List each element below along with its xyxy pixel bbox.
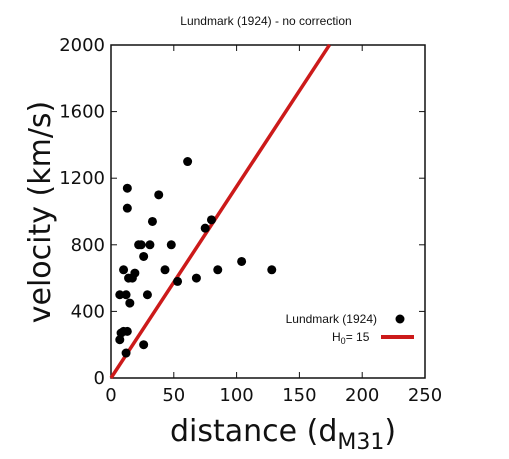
x-axis-label: distance (dM31) [170, 414, 396, 455]
data-point [115, 290, 125, 300]
legend-fit-h: H [332, 330, 341, 344]
data-point [206, 215, 216, 225]
x-axis-label-sub: M31 [337, 430, 384, 455]
data-point [183, 157, 193, 167]
data-point [147, 216, 157, 226]
data-point [267, 265, 277, 275]
data-point [122, 203, 132, 213]
data-point [160, 265, 170, 275]
data-points [115, 157, 277, 358]
x-axis-ticks: 0 50 100 150 200 250 [105, 45, 442, 406]
y-tick-label: 400 [71, 301, 105, 322]
y-tick-label: 800 [71, 235, 105, 256]
data-point [119, 265, 129, 275]
data-point [115, 335, 125, 345]
legend-series-marker [395, 314, 405, 324]
x-axis-label-close: ) [384, 414, 396, 449]
data-point [139, 340, 149, 350]
data-point [121, 290, 131, 300]
fit-line [109, 43, 332, 379]
x-tick-label: 200 [345, 385, 379, 406]
data-point [237, 256, 247, 266]
x-tick-label: 250 [408, 385, 442, 406]
legend-series-label: Lundmark (1924) [286, 312, 377, 326]
data-point [200, 223, 210, 233]
data-point [191, 273, 201, 283]
fit-line-layer [109, 43, 332, 379]
y-tick-label: 0 [94, 368, 105, 389]
x-tick-label: 50 [162, 385, 185, 406]
legend: Lundmark (1924) H0= 15 [286, 312, 414, 346]
legend-fit-value: = 15 [346, 330, 370, 344]
x-tick-label: 150 [282, 385, 316, 406]
y-axis-ticks: 0 400 800 1200 1600 2000 [59, 35, 425, 389]
data-point [130, 268, 140, 278]
x-tick-label: 0 [105, 385, 116, 406]
data-point [145, 240, 155, 250]
data-point [139, 251, 149, 261]
data-point [173, 276, 183, 286]
data-point [142, 290, 152, 300]
legend-fit-label: H0= 15 [332, 330, 370, 346]
y-tick-label: 2000 [59, 35, 105, 56]
data-point [136, 240, 146, 250]
x-tick-label: 100 [219, 385, 253, 406]
y-tick-label: 1600 [59, 102, 105, 123]
data-point [213, 265, 223, 275]
data-point [122, 183, 132, 193]
data-point [125, 298, 135, 308]
chart-title: Lundmark (1924) - no correction [180, 14, 351, 28]
plot-frame [110, 44, 426, 379]
data-point [122, 326, 132, 336]
y-axis-label: velocity (km/s) [23, 101, 58, 324]
data-point [154, 190, 164, 200]
x-axis-label-main: distance (d [170, 414, 337, 449]
data-point [166, 240, 176, 250]
data-point [121, 348, 131, 358]
y-tick-label: 1200 [59, 168, 105, 189]
legend-fit-sub: 0 [341, 336, 346, 346]
